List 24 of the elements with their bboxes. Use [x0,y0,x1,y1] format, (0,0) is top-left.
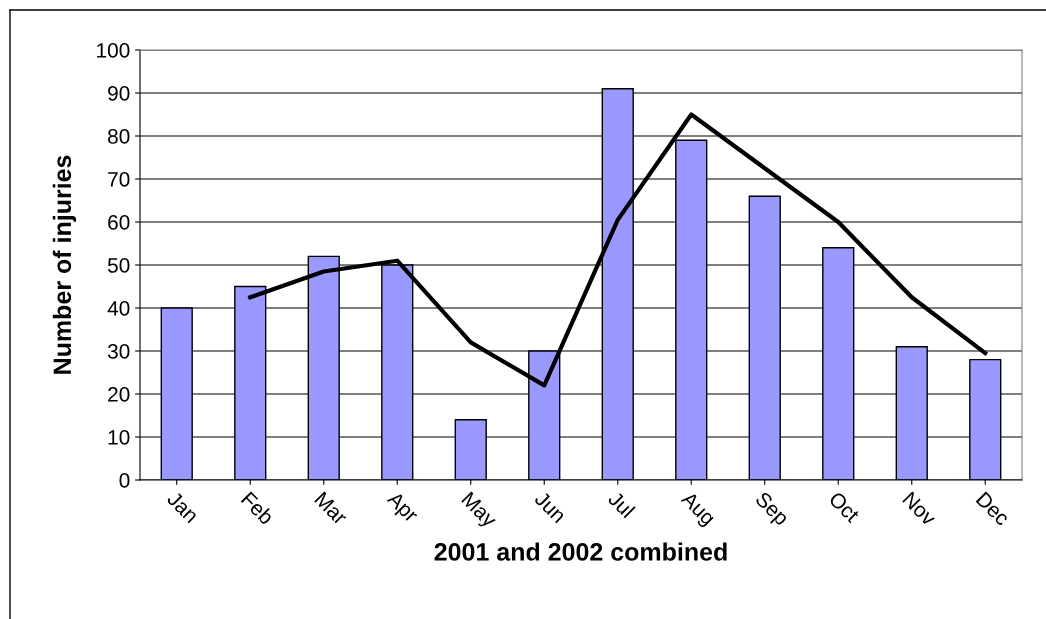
x-tick-label: Jul [607,489,636,519]
y-tick-label: 10 [108,430,130,445]
y-axis-title: Number of injuries [52,155,77,374]
x-tick-label: Aug [677,490,716,529]
x-axis-title: 2001 and 2002 combined [434,542,727,561]
x-tick-label: Jan [166,490,199,524]
y-tick-label: 60 [108,215,130,230]
y-tick-label: 40 [107,301,130,316]
x-tick-label: Sep [751,490,790,530]
y-tick-label: 20 [108,387,130,402]
x-tick-label: Apr [383,490,420,527]
x-tick-label: Mar [314,491,349,526]
y-tick-label: 100 [97,43,130,58]
x-tick-label: Nov [902,491,938,527]
y-tick-label: 90 [108,86,130,101]
x-tick-label: Jun [533,490,567,524]
x-tick-label: Dec [975,491,1011,527]
y-tick-label: 80 [108,129,130,144]
x-tick-label: Feb [240,490,276,526]
x-tick-label: Oct [828,490,861,524]
y-tick-label: 30 [107,344,130,359]
y-tick-label: 50 [107,258,130,273]
y-tick-label: 70 [108,172,130,187]
y-tick-label: 0 [119,473,130,488]
